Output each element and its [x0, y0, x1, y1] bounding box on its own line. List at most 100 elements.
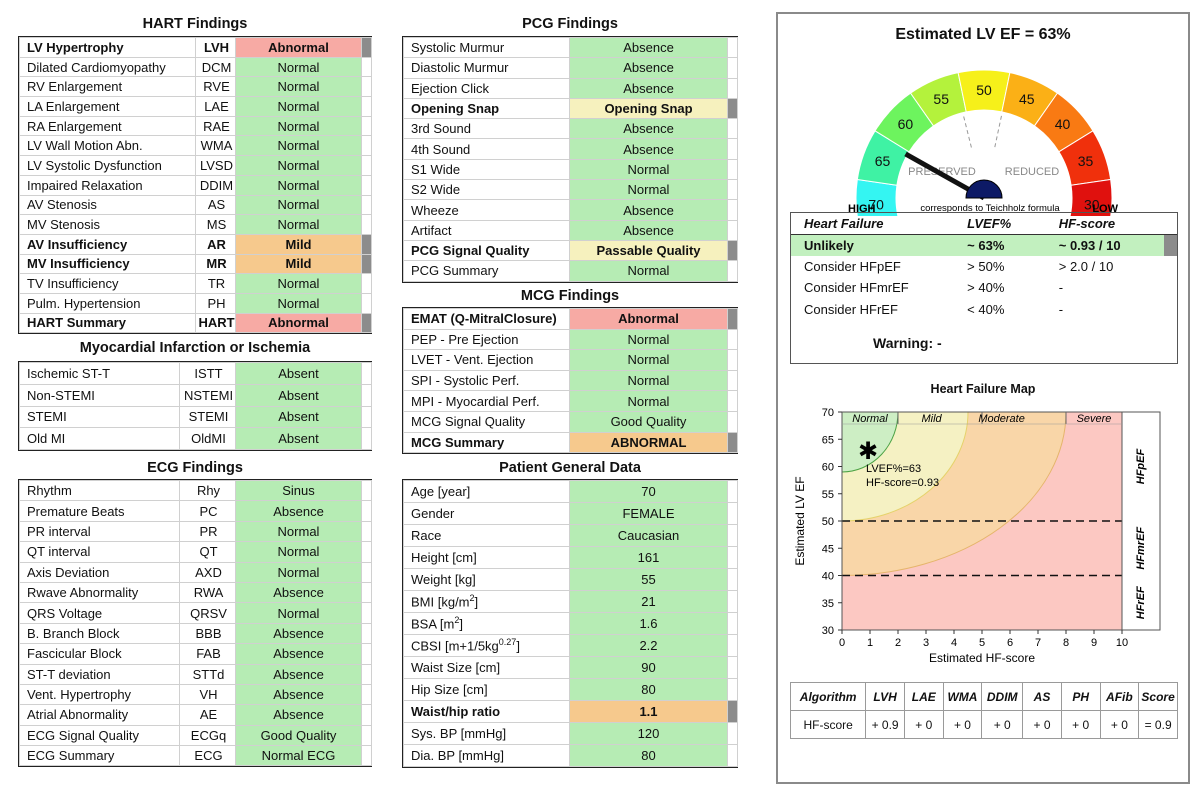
patient-flag — [727, 656, 738, 679]
hf-cell-label: Unlikely — [804, 237, 854, 253]
hf-row: Consider HFrEF < 40% - — [791, 298, 1177, 320]
pcg-flag — [727, 77, 738, 99]
pcg-row: Diastolic Murmur Absence — [403, 57, 738, 79]
ecg-abbr: PC — [179, 500, 236, 522]
hf-zone-label: Normal — [852, 413, 888, 425]
patient-title: Patient General Data — [499, 460, 641, 476]
score-cell: + 0 — [942, 710, 983, 739]
pcg-row: Opening Snap Opening Snap — [403, 97, 738, 120]
mcg-label: PEP - Pre Ejection — [403, 328, 570, 351]
ecg-flag — [361, 500, 372, 522]
pcg-value: Absence — [569, 36, 728, 59]
hart-label: LV Hypertrophy — [19, 37, 196, 58]
x-tick-label: 3 — [923, 637, 929, 649]
ecg-label: Rwave Abnormality — [19, 581, 180, 604]
mcg-row: SPI - Systolic Perf. Normal — [403, 369, 738, 392]
ecg-abbr: PR — [179, 520, 236, 543]
mi-flag — [361, 427, 372, 451]
ecg-label: Atrial Abnormality — [19, 704, 180, 726]
hf-map-title: Heart Failure Map — [930, 382, 1036, 396]
hart-flag — [361, 76, 372, 98]
ecg-label: Rhythm — [19, 479, 180, 502]
patient-flag — [727, 524, 738, 547]
ecg-abbr: ECGq — [179, 724, 236, 747]
mcg-flag — [727, 369, 738, 392]
hart-abbr: HART — [195, 312, 236, 334]
score-cell: + 0 — [1022, 710, 1062, 739]
pcg-flag — [727, 219, 738, 241]
hart-row: MV Stenosis MS Normal — [19, 214, 372, 235]
pcg-label: Wheeze — [403, 199, 570, 221]
ecg-label: ECG Summary — [19, 745, 180, 767]
ecg-flag — [361, 561, 372, 583]
pcg-value: Normal — [569, 158, 728, 181]
patient-value: FEMALE — [569, 502, 728, 525]
ecg-value: Absence — [235, 683, 362, 706]
patient-marker: ✱ — [858, 437, 878, 465]
hart-flag — [361, 174, 372, 196]
hart-abbr: MS — [195, 214, 236, 235]
pcg-value: Absence — [569, 199, 728, 221]
pcg-row: Ejection Click Absence — [403, 77, 738, 99]
score-cell: + 0 — [903, 710, 944, 739]
mcg-title: MCG Findings — [520, 288, 620, 304]
hart-label: LA Enlargement — [19, 96, 196, 117]
hart-abbr: DCM — [195, 56, 236, 78]
pcg-flag — [727, 57, 738, 79]
mi-abbr: OldMI — [179, 427, 236, 451]
patient-label: Age [year] — [403, 480, 570, 503]
pcg-row: S2 Wide Normal — [403, 179, 738, 201]
mcg-row: MCG Signal Quality Good Quality — [403, 410, 738, 433]
x-tick-label: 0 — [839, 637, 845, 649]
patient-value: 120 — [569, 722, 728, 745]
ecg-value: Absence — [235, 500, 362, 522]
ecg-flag — [361, 683, 372, 706]
score-cell: + 0 — [981, 710, 1024, 739]
patient-value: 90 — [569, 656, 728, 679]
patient-flag — [727, 744, 738, 767]
pcg-value: Absence — [569, 77, 728, 99]
score-table-box: Algorithm LVH LAE WMA DDIM AS PH AFib Score HF-s… — [789, 682, 1178, 739]
heart-failure-map: HFpEF HFmrEF HFrEF Normal Mild Moderate Severe… — [793, 407, 1161, 665]
patient-flag — [727, 612, 738, 635]
reduced-label: REDUCED — [1005, 166, 1059, 178]
hart-flag — [361, 273, 372, 294]
hart-value: Normal — [235, 115, 362, 137]
heart-failure-table: Heart Failure LVEF% HF-score Unlikely ~ 63%… — [791, 213, 1177, 320]
pcg-flag — [727, 138, 738, 160]
pcg-flag — [727, 118, 738, 140]
pcg-value: Absence — [569, 118, 728, 140]
patient-label: Height [cm] — [403, 546, 570, 569]
hf-cell-score: > 2.0 / 10 — [1058, 258, 1114, 274]
ecg-label: Vent. Hypertrophy — [19, 683, 180, 706]
hart-label: TV Insufficiency — [19, 273, 196, 294]
mi-row: Old MI OldMI Absent — [19, 427, 372, 451]
ecg-abbr: STTd — [179, 663, 236, 685]
pcg-row: S1 Wide Normal — [403, 158, 738, 181]
hart-flag — [361, 312, 372, 334]
patient-row: BSA [m2] 1.6 — [403, 612, 738, 635]
x-tick-label: 6 — [1007, 637, 1013, 649]
x-tick-label: 8 — [1063, 637, 1069, 649]
ecg-value: Normal — [235, 561, 362, 583]
score-header: WMA — [942, 682, 983, 711]
patient-row: Weight [kg] 55 — [403, 568, 738, 591]
hf-zone-label: Moderate — [978, 413, 1024, 425]
patient-row: Gender FEMALE — [403, 502, 738, 525]
ecg-row: QRS Voltage QRSV Normal — [19, 602, 372, 624]
hart-row: RV Enlargement RVE Normal — [19, 76, 372, 98]
hart-label: RA Enlargement — [19, 115, 196, 137]
hart-value: Normal — [235, 96, 362, 117]
y-tick-label: 60 — [822, 462, 834, 474]
hart-label: AV Insufficiency — [19, 233, 196, 255]
ecg-flag — [361, 479, 372, 502]
patient-flag — [727, 634, 738, 657]
mi-panel: Myocardial Infarction or Ischemia Ischem… — [18, 337, 372, 452]
hf-header: HF-score — [1045, 213, 1164, 235]
mcg-label: LVET - Vent. Ejection — [403, 349, 570, 371]
patient-flag — [727, 546, 738, 569]
patient-row: Race Caucasian — [403, 524, 738, 547]
patient-row: Hip Size [cm] 80 — [403, 678, 738, 701]
pcg-value: Passable Quality — [569, 239, 728, 262]
patient-label: Waist Size [cm] — [403, 656, 570, 679]
